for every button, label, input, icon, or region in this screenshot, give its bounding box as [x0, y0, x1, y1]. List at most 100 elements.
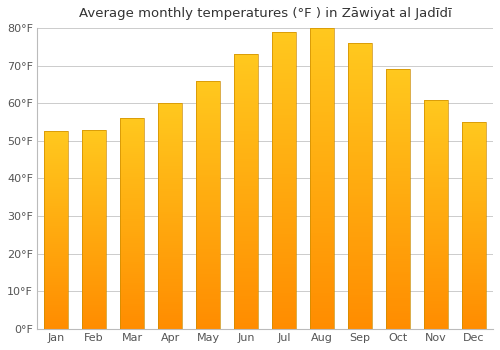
Bar — [44, 209, 68, 210]
Bar — [386, 163, 410, 166]
Bar — [424, 327, 448, 329]
Bar — [386, 215, 410, 217]
Bar — [386, 85, 410, 88]
Bar — [82, 247, 106, 249]
Bar — [196, 247, 220, 250]
Bar — [44, 268, 68, 270]
Bar — [424, 313, 448, 315]
Bar — [424, 226, 448, 228]
Bar — [462, 147, 486, 149]
Bar — [310, 326, 334, 329]
Bar — [82, 175, 106, 177]
Bar — [272, 266, 296, 270]
Bar — [386, 282, 410, 285]
Bar — [424, 290, 448, 292]
Bar — [424, 155, 448, 157]
Bar — [234, 268, 258, 271]
Bar — [386, 321, 410, 324]
Bar — [196, 177, 220, 180]
Bar — [44, 181, 68, 183]
Bar — [44, 141, 68, 143]
Bar — [272, 207, 296, 210]
Bar — [424, 239, 448, 242]
Bar — [196, 96, 220, 98]
Bar — [424, 248, 448, 251]
Bar — [386, 173, 410, 176]
Bar — [424, 324, 448, 327]
Bar — [158, 288, 182, 290]
Bar — [196, 98, 220, 100]
Bar — [196, 140, 220, 143]
Bar — [158, 142, 182, 144]
Bar — [462, 166, 486, 168]
Bar — [234, 68, 258, 71]
Bar — [424, 134, 448, 136]
Bar — [272, 79, 296, 82]
Bar — [424, 157, 448, 159]
Bar — [120, 232, 144, 234]
Bar — [120, 272, 144, 274]
Bar — [82, 155, 106, 158]
Bar — [158, 275, 182, 277]
Bar — [196, 274, 220, 277]
Bar — [196, 116, 220, 118]
Bar — [234, 140, 258, 142]
Bar — [424, 317, 448, 320]
Bar — [82, 158, 106, 160]
Bar — [386, 186, 410, 189]
Bar — [386, 90, 410, 93]
Bar — [120, 327, 144, 329]
Bar — [272, 192, 296, 195]
Bar — [272, 311, 296, 314]
Bar — [196, 160, 220, 163]
Bar — [82, 269, 106, 271]
Bar — [82, 186, 106, 187]
Bar — [348, 43, 372, 329]
Bar — [158, 223, 182, 225]
Bar — [120, 316, 144, 319]
Bar — [158, 108, 182, 110]
Bar — [234, 189, 258, 192]
Bar — [44, 303, 68, 305]
Bar — [158, 317, 182, 320]
Bar — [310, 55, 334, 58]
Bar — [120, 264, 144, 266]
Bar — [44, 161, 68, 163]
Bar — [158, 182, 182, 184]
Bar — [158, 144, 182, 146]
Bar — [386, 269, 410, 272]
Bar — [348, 109, 372, 112]
Bar — [234, 301, 258, 304]
Bar — [386, 326, 410, 329]
Bar — [348, 309, 372, 312]
Bar — [310, 299, 334, 302]
Bar — [386, 272, 410, 274]
Bar — [234, 192, 258, 194]
Bar — [120, 162, 144, 164]
Bar — [310, 311, 334, 314]
Bar — [44, 289, 68, 292]
Bar — [462, 267, 486, 269]
Bar — [272, 314, 296, 317]
Bar — [424, 306, 448, 308]
Bar — [386, 207, 410, 210]
Bar — [386, 243, 410, 246]
Bar — [272, 145, 296, 148]
Bar — [310, 275, 334, 278]
Bar — [120, 230, 144, 232]
Bar — [44, 191, 68, 192]
Bar — [82, 180, 106, 181]
Bar — [272, 177, 296, 180]
Bar — [424, 99, 448, 329]
Bar — [348, 149, 372, 152]
Bar — [272, 148, 296, 150]
Bar — [158, 236, 182, 239]
Bar — [120, 118, 144, 329]
Bar — [272, 198, 296, 201]
Bar — [82, 253, 106, 255]
Bar — [234, 216, 258, 219]
Bar — [386, 202, 410, 204]
Title: Average monthly temperatures (°F ) in Zāwiyat al Jadīdī: Average monthly temperatures (°F ) in Zā… — [78, 7, 452, 20]
Bar — [386, 170, 410, 173]
Bar — [82, 265, 106, 267]
